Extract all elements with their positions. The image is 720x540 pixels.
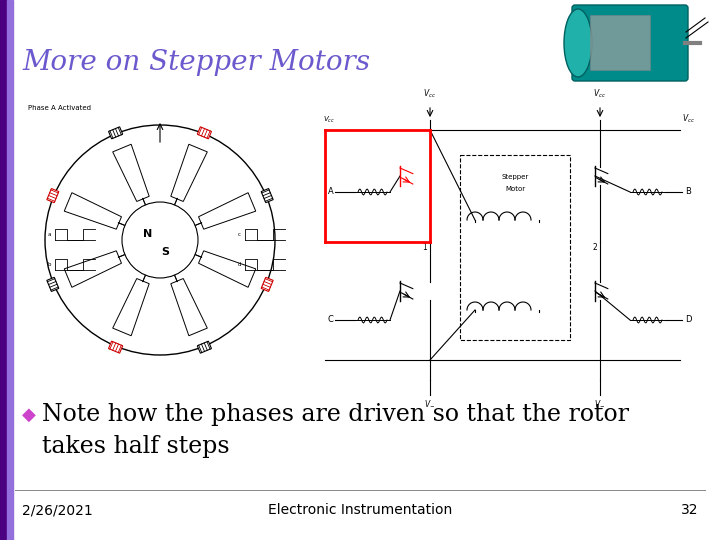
Text: b: b <box>48 262 51 267</box>
Polygon shape <box>197 341 212 353</box>
Ellipse shape <box>564 9 592 77</box>
Text: 32: 32 <box>680 503 698 517</box>
Text: D: D <box>685 315 691 325</box>
Text: c: c <box>238 232 241 237</box>
Polygon shape <box>64 251 122 287</box>
Text: d: d <box>238 262 241 267</box>
Bar <box>7 0 13 540</box>
Bar <box>460 155 570 340</box>
Polygon shape <box>199 193 256 229</box>
Polygon shape <box>199 251 256 287</box>
Text: B: B <box>685 187 691 197</box>
Text: Stepper: Stepper <box>501 174 528 180</box>
Polygon shape <box>113 279 149 336</box>
Text: $V_{cc}$: $V_{cc}$ <box>423 87 436 100</box>
Bar <box>590 15 650 70</box>
Text: N: N <box>143 229 153 239</box>
Polygon shape <box>261 278 273 292</box>
Circle shape <box>122 202 198 278</box>
Text: 1: 1 <box>423 243 428 252</box>
Polygon shape <box>113 144 149 201</box>
Polygon shape <box>47 188 59 202</box>
Polygon shape <box>47 278 59 292</box>
Text: C: C <box>328 315 334 325</box>
Text: takes half steps: takes half steps <box>42 435 230 458</box>
Circle shape <box>35 115 285 365</box>
Text: Phase A Activated: Phase A Activated <box>28 105 91 111</box>
Polygon shape <box>64 193 122 229</box>
Text: Electronic Instrumentation: Electronic Instrumentation <box>268 503 452 517</box>
Text: a: a <box>48 232 51 237</box>
Text: $V_{-}$: $V_{-}$ <box>595 398 606 408</box>
Text: Motor: Motor <box>505 186 525 192</box>
Polygon shape <box>109 127 122 139</box>
Text: S: S <box>161 247 169 257</box>
Text: 2/26/2021: 2/26/2021 <box>22 503 93 517</box>
Text: $V_{cc}$: $V_{cc}$ <box>593 87 606 100</box>
Text: 2: 2 <box>593 243 598 252</box>
Polygon shape <box>261 188 273 202</box>
Text: ◆: ◆ <box>22 406 36 424</box>
Text: More on Stepper Motors: More on Stepper Motors <box>22 49 370 76</box>
Polygon shape <box>171 279 207 336</box>
FancyBboxPatch shape <box>572 5 688 81</box>
Text: A: A <box>328 187 334 197</box>
Polygon shape <box>109 341 122 353</box>
Text: $V_{cc}$: $V_{cc}$ <box>682 112 695 125</box>
Text: $V_{cc}$: $V_{cc}$ <box>323 115 335 125</box>
Bar <box>0 0 7 540</box>
Text: Note how the phases are driven so that the rotor: Note how the phases are driven so that t… <box>42 403 629 427</box>
Text: $V_{-}$: $V_{-}$ <box>424 398 436 408</box>
Polygon shape <box>171 144 207 201</box>
Polygon shape <box>197 127 212 139</box>
